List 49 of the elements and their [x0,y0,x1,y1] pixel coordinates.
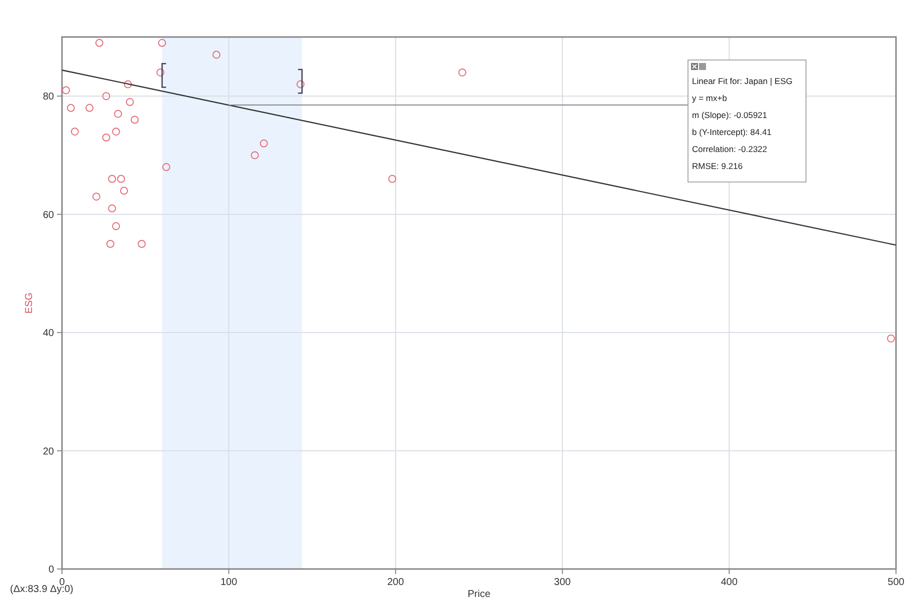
annotation: m (Slope): -0.05921 [692,110,768,120]
x-tick-label: 400 [720,577,738,588]
point [124,80,132,88]
point [296,80,305,88]
x-axis-title: Price [468,589,491,600]
point [158,38,166,47]
annotation: Correlation: -0.2322 [692,144,768,154]
x-tick-label: 200 [387,577,404,588]
y-tick-label: 20 [42,446,54,458]
point [212,50,220,59]
point [886,334,895,342]
point [106,240,114,248]
point [114,110,122,118]
x-tick-label: 100 [220,577,238,588]
point [92,192,100,201]
annotation: Linear Fit for: Japan | ESG [692,76,792,86]
point [102,133,110,142]
y-tick-label: 0 [48,564,54,576]
point [86,104,94,112]
annotation: b (Y-Intercept): 84.41 [692,127,772,137]
y-tick-label: 80 [42,92,54,103]
point [95,38,104,47]
y-tick-label: 40 [42,328,54,340]
y-axis-title: ESG [24,292,35,314]
point [112,128,120,136]
point [112,222,120,230]
point [70,128,79,136]
point [126,98,134,106]
point [108,204,116,212]
point [117,174,126,183]
point [156,68,164,76]
x-tick-label: 500 [888,577,905,588]
annotation: RMSE: 9.216 [692,161,743,171]
point [458,68,466,76]
point [130,116,139,124]
point [120,186,128,195]
point [62,86,70,94]
point [388,174,396,183]
point [138,240,146,248]
y-tick-label: 60 [42,210,54,221]
point [162,163,170,172]
point [108,174,116,183]
point [260,139,268,148]
text: (Δx:83.9 Δy:0) [10,584,74,595]
point [66,104,75,112]
point [250,151,259,160]
point [102,92,110,100]
x-tick-label: 300 [554,577,572,588]
annotation: y = mx+b [692,93,728,103]
